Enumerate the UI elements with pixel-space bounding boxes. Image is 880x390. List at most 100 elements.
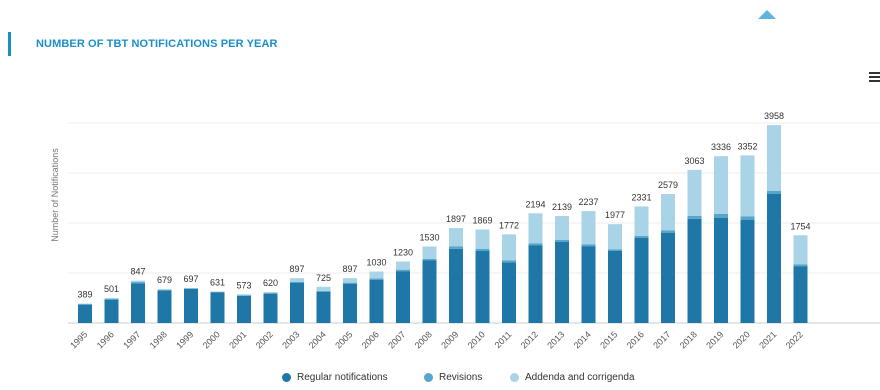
legend-item-revisions[interactable]: Revisions [424,372,482,383]
bar-segment-addenda-2014[interactable] [581,211,596,245]
bar-segment-regular-2007[interactable] [396,271,410,323]
x-tick-label-2010: 2010 [466,329,487,350]
bar-segment-regular-2010[interactable] [475,251,490,323]
bar-segment-revisions-2021[interactable] [767,191,781,194]
bar-segment-revisions-2018[interactable] [687,215,702,219]
bar-segment-addenda-2011[interactable] [502,234,516,261]
bar-segment-revisions-2005[interactable] [343,282,357,284]
bar-segment-revisions-2013[interactable] [555,240,569,242]
bar-segment-revisions-2016[interactable] [634,235,649,238]
bar-segment-regular-2018[interactable] [687,218,702,323]
bar-segment-revisions-2010[interactable] [475,249,490,251]
bar-segment-regular-2015[interactable] [608,251,622,323]
total-label-1999: 697 [183,274,198,284]
bar-segment-regular-1995[interactable] [78,304,92,323]
bar-segment-revisions-2012[interactable] [528,243,543,246]
bar-segment-regular-2002[interactable] [263,293,278,323]
total-label-2018: 3063 [684,156,704,166]
bar-segment-addenda-2003[interactable] [290,278,304,282]
total-label-2002: 620 [263,278,278,288]
bar-segment-addenda-1997[interactable] [131,280,145,283]
bar-segment-addenda-2004[interactable] [316,286,331,291]
bar-segment-regular-2021[interactable] [767,194,781,323]
bar-segment-regular-1997[interactable] [131,283,145,323]
bar-segment-regular-2016[interactable] [634,238,649,323]
bar-segment-revisions-2019[interactable] [714,214,728,218]
total-label-2008: 1530 [419,233,439,243]
bar-segment-revisions-1999[interactable] [184,288,198,290]
bar-segment-regular-2014[interactable] [581,246,596,324]
bar-segment-addenda-2021[interactable] [767,125,781,191]
bar-segment-revisions-2014[interactable] [581,244,596,247]
bar-segment-revisions-2015[interactable] [608,249,622,251]
bar-segment-revisions-1997[interactable] [131,282,145,284]
bar-segment-addenda-2008[interactable] [422,246,437,259]
bar-segment-addenda-1996[interactable] [104,297,119,299]
x-tick-label-2021: 2021 [757,329,778,350]
bar-segment-revisions-2020[interactable] [740,216,755,221]
bar-segment-revisions-2003[interactable] [290,282,304,283]
bar-segment-addenda-2002[interactable] [263,292,278,293]
bar-segment-revisions-2004[interactable] [316,290,331,292]
bar-segment-addenda-2016[interactable] [634,206,649,236]
x-tick-label-2016: 2016 [625,329,646,350]
bar-segment-addenda-2006[interactable] [369,271,384,279]
total-label-2003: 897 [289,264,304,274]
bar-segment-regular-2005[interactable] [343,283,357,323]
bar-segment-regular-2011[interactable] [502,262,516,323]
bar-segment-regular-2017[interactable] [661,233,675,323]
legend-item-regular[interactable]: Regular notifications [282,372,388,383]
x-tick-label-2015: 2015 [598,329,619,350]
legend-item-addenda[interactable]: Addenda and corrigenda [510,372,635,383]
bar-segment-revisions-2008[interactable] [422,258,437,261]
caret-up-icon[interactable] [758,10,776,19]
x-tick-label-2012: 2012 [519,329,540,350]
bar-segment-regular-2019[interactable] [714,218,728,323]
bar-segment-revisions-2000[interactable] [210,291,225,293]
bar-segment-addenda-2010[interactable] [475,229,490,249]
bar-segment-regular-2003[interactable] [290,283,304,323]
bar-segment-regular-1999[interactable] [184,289,198,323]
bar-segment-revisions-2017[interactable] [661,230,675,234]
bar-segment-revisions-2011[interactable] [502,260,516,263]
bar-segment-addenda-2007[interactable] [396,261,410,270]
bar-segment-revisions-2006[interactable] [369,278,384,280]
bar-segment-addenda-2015[interactable] [608,224,622,250]
bar-segment-addenda-2013[interactable] [555,216,569,240]
bar-segment-regular-1996[interactable] [104,300,119,323]
bar-segment-revisions-2002[interactable] [263,292,278,294]
bar-segment-regular-2004[interactable] [316,291,331,323]
bar-segment-revisions-1998[interactable] [157,289,172,291]
bar-segment-addenda-2019[interactable] [714,156,728,214]
bar-segment-regular-2008[interactable] [422,260,437,324]
bar-segment-regular-2022[interactable] [793,266,808,324]
bar-segment-revisions-2001[interactable] [237,295,251,296]
total-label-1998: 679 [157,275,172,285]
bar-segment-regular-2001[interactable] [237,296,251,323]
bar-segment-regular-2012[interactable] [528,245,543,324]
bar-segment-revisions-1996[interactable] [104,299,119,300]
bar-segment-addenda-1998[interactable] [157,289,172,290]
hamburger-menu-icon[interactable] [869,72,880,84]
bar-segment-regular-2000[interactable] [210,292,225,323]
bar-segment-revisions-2007[interactable] [396,269,410,272]
bar-segment-regular-2013[interactable] [555,242,569,323]
legend-label-revisions: Revisions [439,372,483,383]
bar-segment-addenda-2005[interactable] [343,278,357,283]
bar-segment-revisions-2022[interactable] [793,264,808,267]
bar-segment-regular-2006[interactable] [369,279,384,323]
bar-segment-addenda-2022[interactable] [793,235,808,265]
bar-segment-addenda-2018[interactable] [687,169,702,216]
bar-segment-regular-2009[interactable] [449,248,463,323]
bar-segment-revisions-2009[interactable] [449,246,463,249]
x-tick-label-1996: 1996 [95,329,116,350]
total-label-1996: 501 [104,284,119,294]
bar-segment-addenda-2020[interactable] [740,155,755,217]
bar-segment-addenda-2017[interactable] [661,194,675,231]
bar-segment-regular-1998[interactable] [157,290,172,323]
bar-segment-regular-2020[interactable] [740,220,755,323]
bar-segment-addenda-2009[interactable] [449,228,463,247]
bar-segment-revisions-1995[interactable] [78,304,92,305]
bar-segment-addenda-2012[interactable] [528,213,543,244]
bar-segment-addenda-2001[interactable] [237,294,251,296]
